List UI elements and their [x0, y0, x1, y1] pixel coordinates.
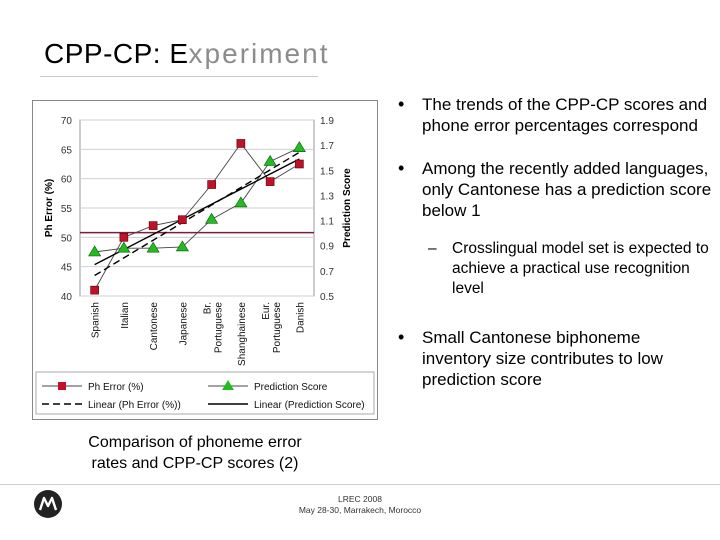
legend-triangle-icon — [222, 380, 234, 390]
y-left-tick-label: 70 — [61, 116, 73, 127]
ph-error-point — [178, 215, 187, 225]
bullet-item: • The trends of the CPP-CP scores and ph… — [396, 94, 712, 136]
comparison-chart: 40 45 50 55 60 65 70 0.5 0.7 0.9 1.1 1.3 1.5 1.7 1.9 Ph… — [32, 100, 378, 420]
footer-divider — [0, 484, 720, 485]
bullet-text: Among the recently added languages, only… — [422, 159, 712, 220]
series-line — [94, 158, 300, 266]
ph-error-point — [295, 159, 304, 169]
y-right-tick-label: 0.7 — [320, 267, 334, 278]
prediction-score-point — [205, 212, 219, 224]
prediction-score-point — [175, 240, 189, 252]
y-left-tick-label: 60 — [61, 175, 73, 186]
bullet-item: • Among the recently added languages, on… — [396, 158, 712, 221]
title-main: CPP-CP: — [44, 38, 170, 69]
sub-bullet-dash-icon: – — [428, 240, 437, 257]
legend-square-icon — [58, 382, 66, 390]
bullet-item: • Small Cantonese biphoneme inventory si… — [396, 327, 712, 390]
y-right-axis-title: Prediction Score — [342, 168, 353, 248]
figure-caption: Comparison of phoneme error rates and CP… — [60, 432, 330, 474]
title-accent: E — [169, 38, 189, 69]
legend-label: Linear (Ph Error (%)) — [88, 400, 181, 411]
y-right-tick-label: 0.5 — [320, 292, 334, 303]
slide-footer: LREC 2008 May 28-30, Marrakech, Morocco — [0, 478, 720, 540]
ph-error-point — [90, 285, 99, 295]
title-divider — [40, 76, 318, 77]
y-right-tick-label: 1.3 — [320, 191, 334, 202]
x-tick-label: Danish — [295, 302, 306, 333]
series-line — [94, 151, 300, 277]
sub-bullet-text: Crosslingual model set is expected to ac… — [452, 240, 709, 297]
x-tick-label: Portuguese — [214, 302, 225, 354]
y-right-tick-label: 0.9 — [320, 242, 334, 253]
y-left-tick-label: 50 — [61, 233, 73, 244]
y-right-tick-label: 1.9 — [320, 116, 334, 127]
caption-line-1: Comparison of phoneme error — [88, 434, 302, 451]
y-right-tick-label: 1.5 — [320, 166, 334, 177]
bullet-dot-icon: • — [398, 158, 405, 178]
bullet-text: The trends of the CPP-CP scores and phon… — [422, 95, 708, 135]
bullet-list: • The trends of the CPP-CP scores and ph… — [396, 94, 712, 412]
x-tick-label: Japanese — [178, 302, 189, 346]
x-tick-label: Br. — [203, 302, 214, 314]
chart-figure: 40 45 50 55 60 65 70 0.5 0.7 0.9 1.1 1.3 1.5 1.7 1.9 Ph… — [32, 100, 378, 420]
x-tick-label: Portuguese — [272, 302, 283, 354]
motorola-logo-icon — [34, 490, 62, 518]
prediction-score-point — [263, 154, 277, 166]
footer-line-1: LREC 2008 — [338, 494, 382, 504]
x-tick-label: Shanghainese — [237, 302, 248, 366]
legend-label: Ph Error (%) — [88, 382, 144, 393]
x-tick-label: Spanish — [91, 302, 102, 338]
prediction-score-point — [146, 241, 160, 253]
series-line — [94, 142, 300, 291]
prediction-score-point — [88, 245, 102, 257]
ph-error-point — [119, 233, 129, 242]
y-left-tick-label: 40 — [61, 292, 73, 303]
logo-mark-icon — [38, 496, 58, 511]
legend-box — [35, 371, 375, 415]
y-right-tick-label: 1.1 — [320, 217, 334, 228]
ph-error-point — [236, 139, 246, 148]
ph-error-point — [207, 180, 216, 189]
legend-label: Prediction Score — [254, 382, 328, 393]
prediction-score-point — [234, 196, 248, 208]
sub-bullet-item: – Crosslingual model set is expected to … — [396, 239, 712, 299]
footer-line-2: May 28-30, Marrakech, Morocco — [298, 505, 422, 515]
prediction-score-point — [117, 241, 131, 253]
bullet-text: Small Cantonese biphoneme inventory size… — [422, 328, 663, 389]
slide-title: CPP-CP: Experiment — [44, 38, 329, 70]
bullet-dot-icon: • — [398, 94, 405, 114]
y-left-tick-label: 65 — [61, 145, 73, 156]
title-rest: xperiment — [188, 38, 330, 69]
x-tick-label: Italian — [120, 302, 131, 329]
chart-border — [32, 100, 378, 420]
x-tick-label: Eur. — [261, 302, 272, 320]
y-left-tick-label: 55 — [61, 204, 73, 215]
x-tick-label: Cantonese — [149, 302, 160, 351]
y-left-axis-title: Ph Error (%) — [44, 179, 55, 237]
series-line — [94, 147, 300, 253]
y-right-tick-label: 1.7 — [320, 141, 334, 152]
prediction-score-point — [292, 141, 306, 152]
footer-conference: LREC 2008 May 28-30, Marrakech, Morocco — [260, 494, 460, 516]
ph-error-point — [265, 177, 275, 186]
ph-error-point — [148, 221, 158, 230]
legend-label: Linear (Prediction Score) — [254, 400, 365, 411]
bullet-dot-icon: • — [398, 327, 405, 347]
caption-line-2: rates and CPP-CP scores (2) — [91, 455, 299, 472]
y-left-tick-label: 45 — [61, 263, 73, 274]
